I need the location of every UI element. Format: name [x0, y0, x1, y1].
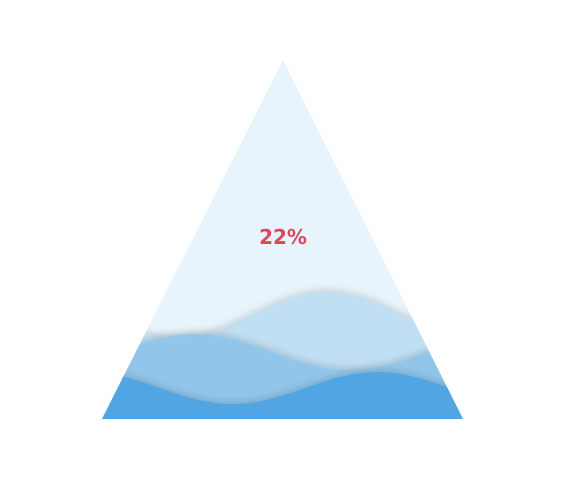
wave-front — [102, 372, 463, 419]
wave-group — [102, 292, 463, 419]
fill-percentage-label: 22% — [259, 225, 307, 249]
